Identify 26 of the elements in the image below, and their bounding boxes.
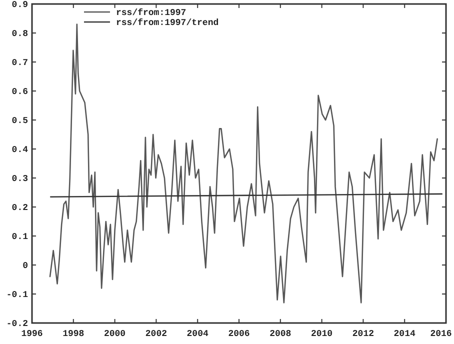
x-tick-label: 2006 xyxy=(228,329,250,339)
y-tick-label: 0.3 xyxy=(12,174,28,184)
x-tick-label: 2000 xyxy=(104,329,126,339)
y-tick-label: 0.5 xyxy=(12,116,28,126)
legend-label: rss/from:1997 xyxy=(116,8,186,18)
y-tick-label: 0 xyxy=(22,261,28,272)
y-tick-label: 0.9 xyxy=(12,0,28,10)
y-tick-label: -0.1 xyxy=(6,290,29,300)
x-tick-label: 2004 xyxy=(186,329,209,339)
y-tick-label: 0.7 xyxy=(12,58,28,68)
y-tick-label: 0.6 xyxy=(12,87,28,98)
line-series xyxy=(49,24,438,304)
x-tick-label: 2008 xyxy=(270,329,292,339)
x-tick-label: 2014 xyxy=(394,329,416,339)
x-tick-label: 1998 xyxy=(62,329,84,339)
y-tick-label: 0.8 xyxy=(12,29,28,40)
x-tick-label: 2012 xyxy=(352,329,374,339)
y-tick-label: -0.2 xyxy=(6,319,28,330)
x-tick-label: 1996 xyxy=(21,329,43,339)
y-tick-label: 0.1 xyxy=(12,232,29,242)
x-tick-label: 2002 xyxy=(145,329,168,339)
y-tick-label: 0.4 xyxy=(12,145,29,156)
legend-label: rss/from:1997/trend xyxy=(116,18,219,28)
x-tick-label: 2010 xyxy=(310,329,333,339)
y-tick-label: 0.2 xyxy=(12,203,28,214)
x-tick-label: 2016 xyxy=(430,329,452,339)
